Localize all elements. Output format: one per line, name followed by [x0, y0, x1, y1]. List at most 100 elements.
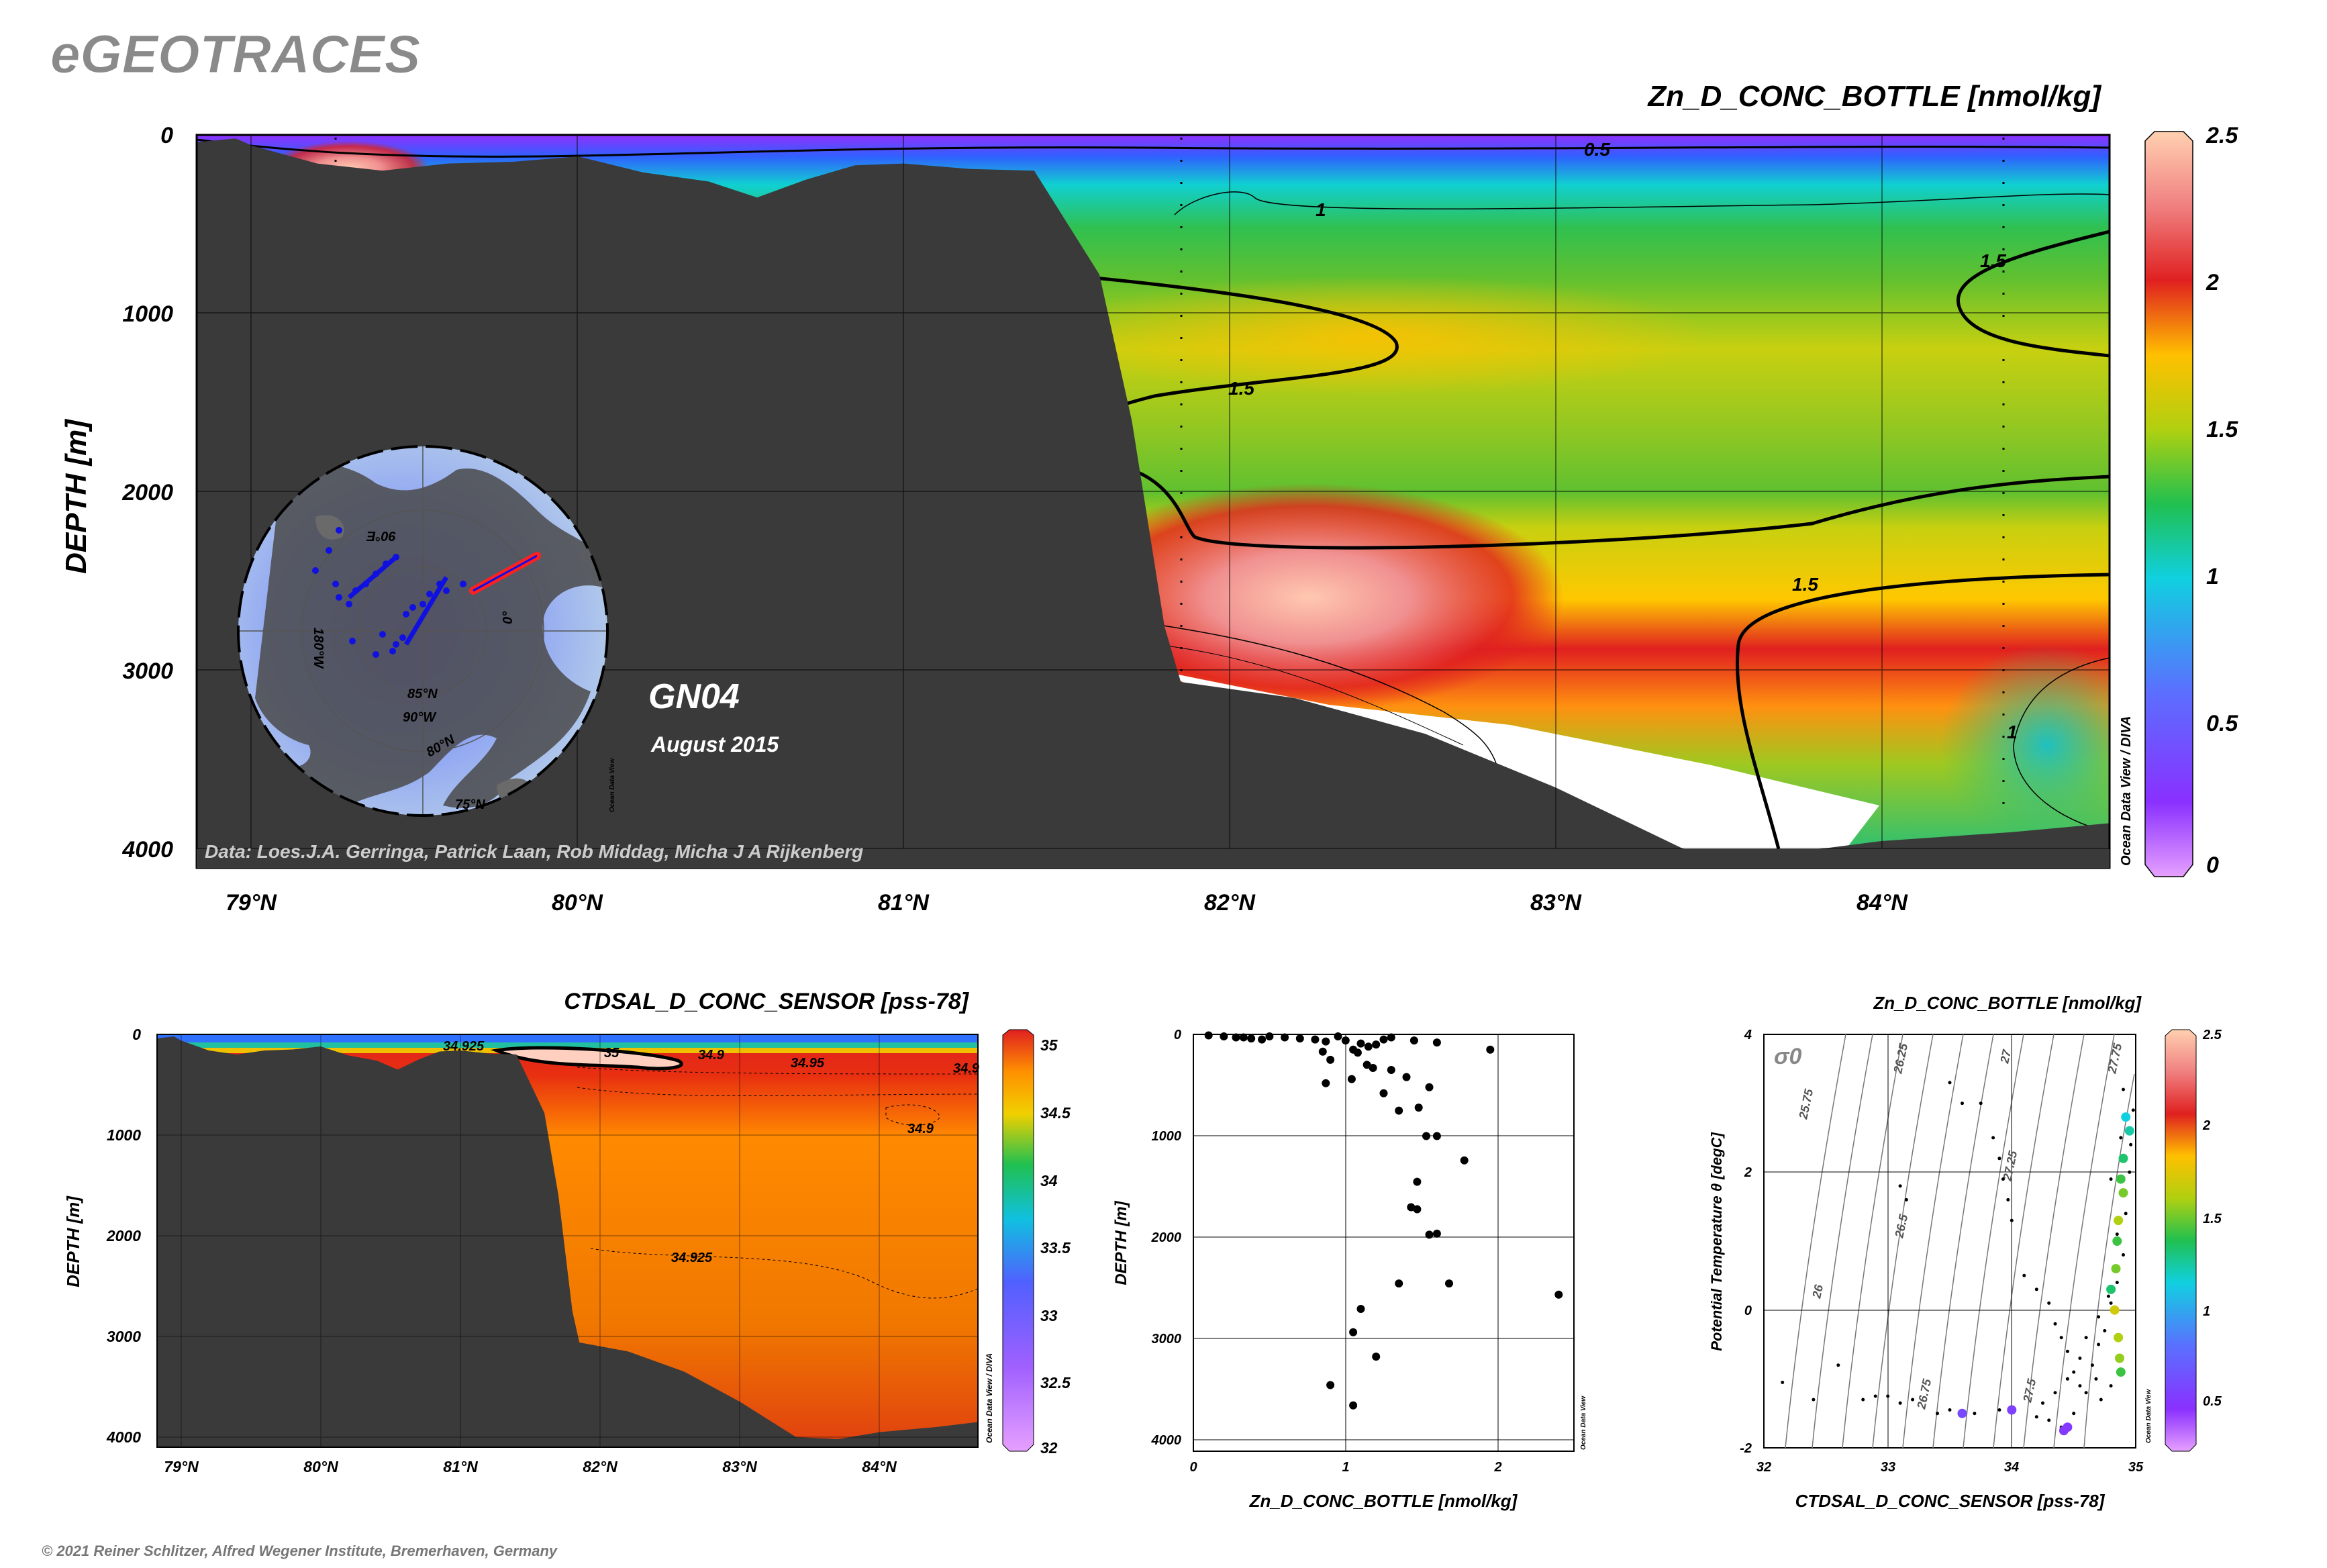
- zn-yticks: 0 1000 2000 3000 4000: [1151, 1028, 1182, 1448]
- zn-data-point: [1422, 1132, 1430, 1140]
- main-ytick: 0: [160, 123, 173, 148]
- ts-data-point: [1861, 1398, 1865, 1402]
- ts-data-point: [2094, 1377, 2098, 1381]
- data-credits: Data: Loes.J.A. Gerringa, Patrick Laan, …: [205, 841, 863, 862]
- ts-data-point: [2115, 1281, 2119, 1285]
- main-xtick: 83°N: [1530, 890, 1582, 916]
- ts-colored-point: [2114, 1332, 2124, 1342]
- zn-frame: [1193, 1034, 1575, 1452]
- ts-data-point: [1886, 1394, 1890, 1398]
- zn-data-point: [1363, 1061, 1371, 1069]
- ts-data-point: [2041, 1401, 2044, 1405]
- zn-data-point: [1413, 1205, 1422, 1214]
- main-yticks: 0 1000 2000 3000 4000: [121, 123, 173, 863]
- zn-data-point: [1425, 1230, 1434, 1239]
- sal-colorbar: [1002, 1029, 1034, 1452]
- map-label: 90°E: [366, 528, 396, 543]
- contour-label: 1.5: [1792, 574, 1818, 595]
- ts-data-point: [2001, 1177, 2005, 1181]
- colorbar-tick: 0: [2206, 852, 2219, 878]
- ts-data-point: [1904, 1197, 1908, 1202]
- zn-data-point: [1379, 1089, 1388, 1097]
- ts-data-point: [1936, 1412, 1939, 1416]
- ts-data-point: [1997, 1157, 2001, 1161]
- map-section-track-inner: [473, 554, 538, 592]
- zn-data-point: [1414, 1104, 1423, 1112]
- ts-data-point: [2053, 1391, 2057, 1395]
- sal-xtick: 81°N: [443, 1458, 478, 1475]
- zn-ytick: 1000: [1152, 1129, 1182, 1144]
- zn-data-point: [1204, 1031, 1213, 1040]
- zn-ytick: 0: [1174, 1028, 1181, 1042]
- zn-data-point: [1356, 1305, 1365, 1313]
- contour-label: 0.5: [1584, 139, 1610, 160]
- ts-grid: [1764, 1034, 2136, 1448]
- zn-data-point: [1554, 1290, 1563, 1299]
- zn-data-point: [1445, 1279, 1453, 1288]
- main-ylabel: DEPTH [m]: [60, 419, 93, 574]
- brand-logo: eGEOTRACES: [50, 24, 420, 84]
- colorbar-tick: 1: [2206, 564, 2219, 589]
- ts-data-point: [2119, 1136, 2123, 1140]
- sal-ytick: 1000: [107, 1126, 141, 1144]
- sal-xtick: 79°N: [164, 1458, 199, 1475]
- ts-ytick: 2: [1744, 1165, 1752, 1180]
- sal-frame: [156, 1034, 979, 1448]
- sal-bathymetry: [157, 1036, 978, 1447]
- ts-data-point: [2106, 1294, 2110, 1298]
- ts-title: Zn_D_CONC_BOTTLE [nmol/kg]: [1873, 993, 2142, 1013]
- main-contour-labels: 0.5 1 1.5 1.5 1.5 1: [1228, 139, 2018, 742]
- main-station-ticks: [334, 138, 2005, 805]
- zn-data-point: [1247, 1034, 1256, 1043]
- ts-colored-point: [2110, 1305, 2120, 1315]
- map-labels: 90°E 180°W 0° 85°N 90°W 80°N 75°N: [311, 528, 515, 812]
- map-label: 180°W: [311, 628, 326, 669]
- ts-data-point: [2078, 1384, 2082, 1388]
- ts-data-point: [2065, 1349, 2069, 1353]
- ts-data-point: [2034, 1287, 2038, 1291]
- zn-xticks: 0 1 2: [1189, 1460, 1501, 1475]
- ts-frame: [1763, 1034, 2136, 1449]
- main-field-hot-core: [1054, 483, 1564, 712]
- main-colorbar: [2144, 131, 2193, 877]
- sal-contour-label: 34.9: [907, 1122, 934, 1136]
- main-ytick: 2000: [121, 480, 173, 505]
- ts-data-point: [2059, 1336, 2063, 1340]
- ts-data-point: [2053, 1322, 2057, 1326]
- sal-ytick: 2000: [106, 1227, 141, 1244]
- ts-data-point: [1961, 1101, 1964, 1106]
- ts-colored-point: [2116, 1174, 2126, 1184]
- map-label: 90°W: [403, 710, 437, 725]
- zn-grid: [1193, 1034, 1574, 1451]
- map-station-line: [347, 555, 449, 646]
- colorbar-tick: 0.5: [2206, 711, 2238, 736]
- zn-data-point: [1258, 1035, 1267, 1044]
- main-xtick: 80°N: [552, 890, 603, 916]
- main-bathymetry: [197, 138, 2110, 849]
- zn-data-point: [1311, 1035, 1320, 1044]
- main-bottom-fill: [197, 849, 2110, 868]
- zn-data-point: [1334, 1032, 1342, 1040]
- map-label: 0°: [501, 611, 515, 624]
- ts-data-point: [2097, 1342, 2101, 1346]
- zn-data-point: [1409, 1036, 1418, 1045]
- ts-cb-tick: 2: [2202, 1118, 2210, 1133]
- zn-data-point: [1295, 1034, 1304, 1043]
- zn-data-point: [1369, 1064, 1377, 1072]
- zn-data-point: [1387, 1033, 1395, 1042]
- sal-cb-tick: 33.5: [1040, 1239, 1071, 1257]
- zn-profile-plot: Zn_D_CONC_BOTTLE [nmol/kg] DEPTH [m] 0 1…: [1112, 1028, 1587, 1511]
- zn-ylabel: DEPTH [m]: [1112, 1200, 1130, 1285]
- sal-odv-tag: Ocean Data View / DIVA: [985, 1353, 994, 1443]
- zn-data-point: [1407, 1203, 1416, 1212]
- cruise-date: August 2015: [650, 732, 779, 756]
- ts-data-point: [2006, 1197, 2010, 1202]
- main-ytick: 4000: [121, 837, 173, 863]
- zn-data-point: [1326, 1055, 1335, 1064]
- ts-colored-point: [2114, 1216, 2124, 1226]
- ts-colored-point: [2111, 1264, 2121, 1274]
- ts-data-point: [2047, 1418, 2051, 1422]
- ts-data-point: [1836, 1363, 1840, 1367]
- ts-data-point: [2122, 1087, 2125, 1091]
- zn-points: [1204, 1031, 1563, 1410]
